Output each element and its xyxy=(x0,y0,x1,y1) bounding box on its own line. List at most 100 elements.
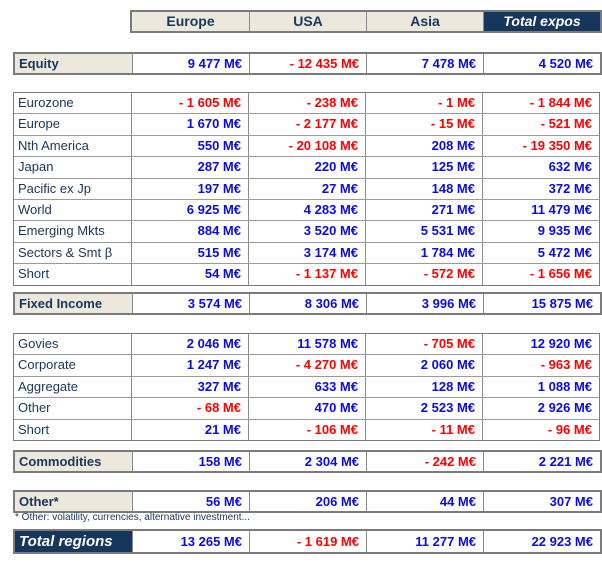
value-cell-total: 15 875 M€ xyxy=(483,294,600,313)
value-cell-asia: - 572 M€ xyxy=(365,264,482,285)
row-label: Equity xyxy=(15,54,132,73)
value-cell-usa: - 4 270 M€ xyxy=(248,355,365,376)
value-cell-europe: 158 M€ xyxy=(132,452,249,471)
table-row: Short 54 M€ - 1 137 M€ - 572 M€ - 1 656 M€ xyxy=(14,264,599,285)
value-cell-asia: 148 M€ xyxy=(365,178,482,199)
row-label: Sectors & Smt β xyxy=(14,242,131,264)
value-cell-total: 307 M€ xyxy=(483,492,600,511)
equity-summary-row: Equity 9 477 M€ - 12 435 M€ 7 478 M€ 4 520 M… xyxy=(13,52,602,75)
commodities-summary-row: Commodities 158 M€ 2 304 M€ - 242 M€ 2 221 M… xyxy=(13,450,602,473)
column-header-total-expos: Total expos xyxy=(483,12,600,31)
table-row: Pacific ex Jp 197 M€ 27 M€ 148 M€ 372 M€ xyxy=(14,178,599,200)
table-row: Aggregate 327 M€ 633 M€ 128 M€ 1 088 M€ xyxy=(14,376,599,399)
value-cell-europe: 515 M€ xyxy=(131,242,248,264)
value-cell-europe: 327 M€ xyxy=(131,376,248,398)
value-cell-usa: 11 578 M€ xyxy=(248,334,365,355)
value-cell-total: - 1 656 M€ xyxy=(482,264,599,285)
total-regions-row: Total regions 13 265 M€ - 1 619 M€ 11 277 M… xyxy=(13,529,602,554)
value-cell-europe: 2 046 M€ xyxy=(131,334,248,355)
value-cell-asia: - 11 M€ xyxy=(365,419,482,440)
value-cell-usa: - 1 137 M€ xyxy=(248,264,365,285)
row-label: Fixed Income xyxy=(15,294,132,313)
value-cell-asia: 11 277 M€ xyxy=(366,531,483,552)
header-row: Europe USA Asia Total expos xyxy=(132,12,600,31)
value-cell-usa: - 1 619 M€ xyxy=(249,531,366,552)
value-cell-total: 632 M€ xyxy=(482,157,599,178)
table-row: Emerging Mkts 884 M€ 3 520 M€ 5 531 M€ 9 935… xyxy=(14,221,599,243)
table-row: Short 21 M€ - 106 M€ - 11 M€ - 96 M€ xyxy=(14,419,599,440)
value-cell-asia: 2 060 M€ xyxy=(365,355,482,376)
value-cell-total: 12 920 M€ xyxy=(482,334,599,355)
row-label: World xyxy=(14,199,131,221)
row-label: Pacific ex Jp xyxy=(14,178,131,199)
value-cell-total: 2 221 M€ xyxy=(483,452,600,471)
value-cell-europe: 3 574 M€ xyxy=(132,294,249,313)
row-label: Other* xyxy=(15,492,132,511)
value-cell-europe: 287 M€ xyxy=(131,157,248,178)
row-label: Japan xyxy=(14,157,131,178)
table-row: Japan 287 M€ 220 M€ 125 M€ 632 M€ xyxy=(14,157,599,179)
value-cell-asia: - 1 M€ xyxy=(365,93,482,114)
value-cell-europe: 550 M€ xyxy=(131,135,248,157)
value-cell-total: 11 479 M€ xyxy=(482,199,599,221)
value-cell-total: - 19 350 M€ xyxy=(482,135,599,157)
value-cell-europe: 197 M€ xyxy=(131,178,248,199)
value-cell-usa: 220 M€ xyxy=(248,157,365,178)
value-cell-usa: - 2 177 M€ xyxy=(248,114,365,135)
value-cell-usa: 2 304 M€ xyxy=(249,452,366,471)
table-row: Total regions 13 265 M€ - 1 619 M€ 11 277 M… xyxy=(15,531,600,552)
row-label: Eurozone xyxy=(14,93,131,114)
value-cell-asia: 271 M€ xyxy=(365,199,482,221)
row-label: Nth America xyxy=(14,135,131,157)
value-cell-europe: 1 247 M€ xyxy=(131,355,248,376)
value-cell-total: 4 520 M€ xyxy=(483,54,600,73)
row-label: Other xyxy=(14,398,131,419)
table-row: Equity 9 477 M€ - 12 435 M€ 7 478 M€ 4 520 M… xyxy=(15,54,600,73)
equity-detail-table: Eurozone - 1 605 M€ - 238 M€ - 1 M€ - 1 844 … xyxy=(13,92,600,286)
row-label: Emerging Mkts xyxy=(14,221,131,242)
value-cell-total: 2 926 M€ xyxy=(482,398,599,419)
other-summary-row: Other* 56 M€ 206 M€ 44 M€ 307 M€ xyxy=(13,490,602,513)
value-cell-total: 9 935 M€ xyxy=(482,221,599,242)
value-cell-europe: 884 M€ xyxy=(131,221,248,242)
row-label: Short xyxy=(14,264,131,285)
column-header-row: Europe USA Asia Total expos xyxy=(130,10,602,33)
value-cell-usa: - 20 108 M€ xyxy=(248,135,365,157)
value-cell-total: - 963 M€ xyxy=(482,355,599,376)
table-row: Eurozone - 1 605 M€ - 238 M€ - 1 M€ - 1 844 … xyxy=(14,93,599,115)
value-cell-europe: 13 265 M€ xyxy=(132,531,249,552)
value-cell-total: 372 M€ xyxy=(482,178,599,199)
value-cell-usa: 3 174 M€ xyxy=(248,242,365,264)
table-row: World 6 925 M€ 4 283 M€ 271 M€ 11 479 M€ xyxy=(14,199,599,222)
value-cell-asia: 128 M€ xyxy=(365,376,482,398)
table-row: Europe 1 670 M€ - 2 177 M€ - 15 M€ - 521 M€ xyxy=(14,114,599,136)
table-row: Other - 68 M€ 470 M€ 2 523 M€ 2 926 M€ xyxy=(14,398,599,420)
value-cell-total: 22 923 M€ xyxy=(483,531,600,552)
value-cell-total: 1 088 M€ xyxy=(482,376,599,398)
footnote: * Other: volatility, currencies, alterna… xyxy=(15,512,250,523)
value-cell-europe: 6 925 M€ xyxy=(131,199,248,221)
value-cell-asia: 3 996 M€ xyxy=(366,294,483,313)
value-cell-total: - 521 M€ xyxy=(482,114,599,135)
value-cell-europe: 54 M€ xyxy=(131,264,248,285)
value-cell-europe: - 68 M€ xyxy=(131,398,248,419)
value-cell-europe: - 1 605 M€ xyxy=(131,93,248,114)
table-row: Govies 2 046 M€ 11 578 M€ - 705 M€ 12 920 M€ xyxy=(14,334,599,356)
row-label: Aggregate xyxy=(14,376,131,398)
value-cell-europe: 9 477 M€ xyxy=(132,54,249,73)
row-label: Govies xyxy=(14,334,131,355)
value-cell-usa: 27 M€ xyxy=(248,178,365,199)
value-cell-asia: 2 523 M€ xyxy=(365,398,482,419)
value-cell-total: 5 472 M€ xyxy=(482,242,599,264)
value-cell-asia: 1 784 M€ xyxy=(365,242,482,264)
value-cell-asia: - 15 M€ xyxy=(365,114,482,135)
value-cell-asia: 125 M€ xyxy=(365,157,482,178)
column-header-asia: Asia xyxy=(366,12,483,31)
row-label: Total regions xyxy=(15,531,132,552)
value-cell-europe: 21 M€ xyxy=(131,419,248,440)
value-cell-europe: 1 670 M€ xyxy=(131,114,248,135)
column-header-usa: USA xyxy=(249,12,366,31)
value-cell-usa: 4 283 M€ xyxy=(248,199,365,221)
value-cell-europe: 56 M€ xyxy=(132,492,249,511)
